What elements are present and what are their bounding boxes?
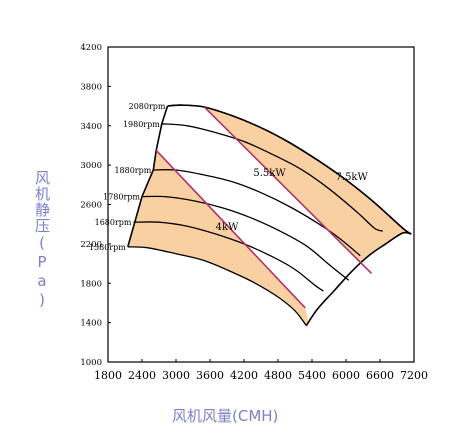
power-annotation: 5.5kW: [253, 168, 286, 179]
y-tick-label: 4200: [80, 43, 102, 53]
zone-4kw-fill: [127, 105, 318, 326]
left-boundary: [127, 105, 169, 248]
x-tick-label: 5400: [298, 369, 326, 382]
x-tick-label: 7200: [400, 369, 428, 382]
plot-area: 1800 2400 3000 3600 4200 4800 5400 6000 6600 7200…: [80, 43, 428, 382]
speed-curve-label: 1980rpm: [123, 120, 160, 129]
x-tick-label: 3000: [162, 369, 190, 382]
speed-curve-1580rpm: [127, 246, 307, 326]
power-divider-0: [155, 149, 306, 309]
speed-curve-label: 1680rpm: [95, 218, 132, 227]
y-tick-label: 2200: [80, 240, 102, 250]
x-tick-label: 4800: [264, 369, 292, 382]
x-tick-label: 4200: [230, 369, 258, 382]
y-axis-title: 风机静压(Pa): [33, 170, 51, 310]
y-tick-label: 3400: [80, 122, 102, 132]
x-tick-label: 2400: [128, 369, 156, 382]
y-tick-label: 1400: [80, 319, 102, 329]
y-tick-label: 1800: [80, 279, 102, 289]
speed-curve-label: 1780rpm: [103, 193, 140, 202]
speed-curve-label: 1580rpm: [89, 243, 126, 252]
x-tick-label: 3600: [196, 369, 224, 382]
speed-curve-1780rpm: [141, 195, 350, 281]
power-annotation: 4kW: [216, 222, 239, 233]
y-tick-label: 1000: [80, 358, 102, 368]
speed-curve-1980rpm: [161, 123, 384, 232]
speed-curve-label: 1880rpm: [114, 166, 151, 175]
x-tick-label: 6000: [332, 369, 360, 382]
power-annotation: 7.5kW: [336, 172, 369, 183]
x-axis-title: 风机风量(CMH): [172, 407, 279, 425]
power-divider-1: [203, 106, 373, 274]
y-tick-label: 3000: [80, 161, 102, 171]
zone-7-5kw-fill: [204, 105, 412, 326]
x-tick-label: 6600: [366, 369, 394, 382]
y-tick-label: 2600: [80, 201, 102, 211]
speed-curve-label: 2080rpm: [129, 102, 166, 111]
y-tick-label: 3800: [80, 82, 102, 92]
top-boundary: [167, 104, 412, 235]
x-tick-label: 1800: [94, 369, 122, 382]
speed-curve-1880rpm: [153, 168, 361, 257]
